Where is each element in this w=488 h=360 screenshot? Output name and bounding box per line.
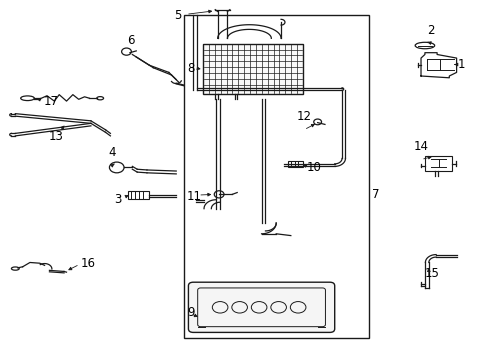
Text: 17: 17 [43,95,59,108]
Text: 13: 13 [48,130,63,144]
Text: 16: 16 [81,257,96,270]
Bar [183,15,368,338]
Text: 3: 3 [114,193,122,206]
Text: 14: 14 [413,140,427,153]
Text: 15: 15 [424,267,439,280]
Text: 6: 6 [127,34,135,47]
Text: 1: 1 [457,58,464,71]
Text: 9: 9 [186,306,194,319]
Text: 12: 12 [296,110,311,123]
Text: 5: 5 [173,9,181,22]
Text: 8: 8 [186,62,194,75]
Text: 10: 10 [306,161,321,174]
Bar [128,192,149,199]
Bar [424,156,451,171]
Bar [203,44,303,94]
Text: 11: 11 [186,190,202,203]
FancyBboxPatch shape [188,282,334,332]
Text: 4: 4 [108,146,115,159]
Text: 7: 7 [371,188,379,201]
Text: 2: 2 [426,23,434,37]
Bar [288,161,303,167]
